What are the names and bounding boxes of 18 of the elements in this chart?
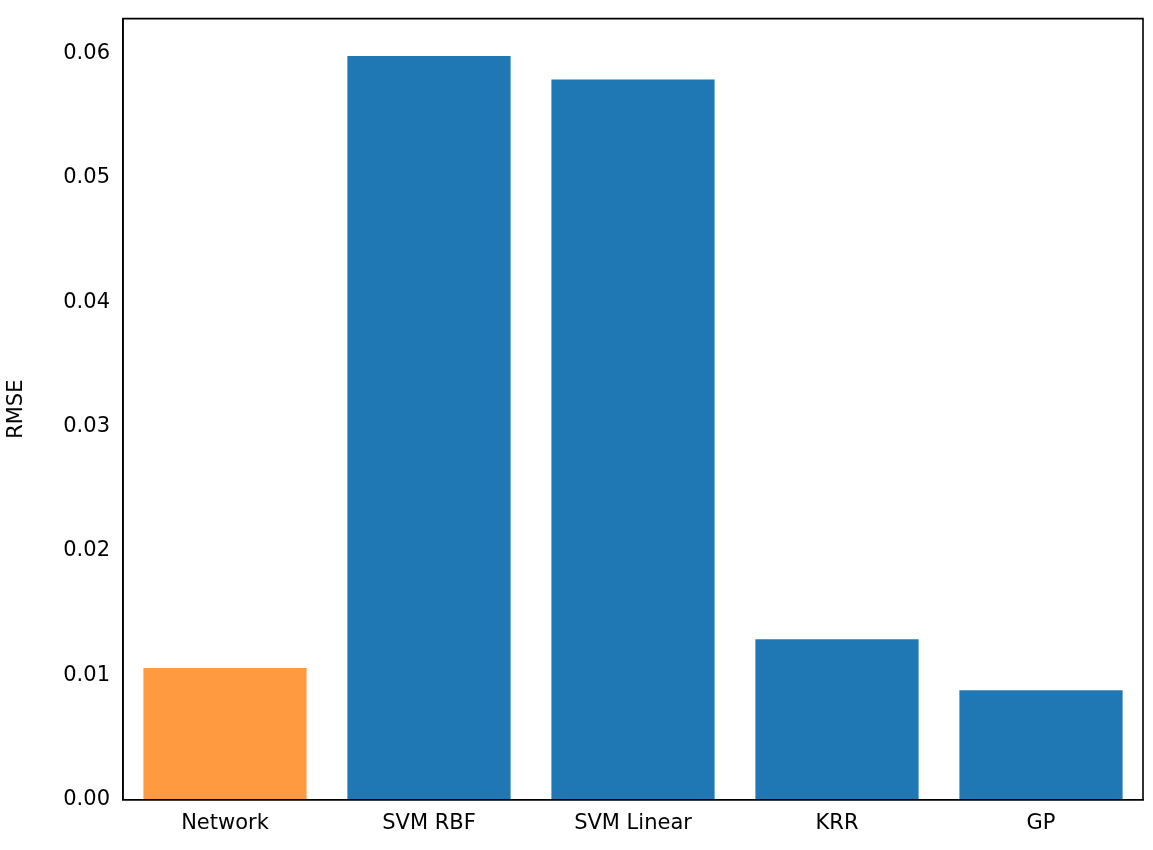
bar xyxy=(755,639,919,800)
x-tick-label: SVM RBF xyxy=(382,809,476,834)
y-tick-label: 0.05 xyxy=(63,164,110,189)
y-tick-label: 0.03 xyxy=(63,413,110,438)
bar xyxy=(143,667,307,800)
x-tick-label: SVM Linear xyxy=(574,809,693,834)
y-tick-label: 0.02 xyxy=(63,537,110,562)
x-tick-label: GP xyxy=(1026,809,1056,834)
y-tick-label: 0.00 xyxy=(63,786,110,811)
bar xyxy=(959,690,1123,800)
y-axis-title: RMSE xyxy=(3,379,28,439)
bar xyxy=(551,79,715,800)
y-tick-label: 0.04 xyxy=(63,288,110,313)
y-tick-label: 0.01 xyxy=(63,661,110,686)
bar xyxy=(347,55,511,800)
y-tick-label: 0.06 xyxy=(63,39,110,64)
x-tick-label: Network xyxy=(181,809,270,834)
x-tick-label: KRR xyxy=(815,809,859,834)
